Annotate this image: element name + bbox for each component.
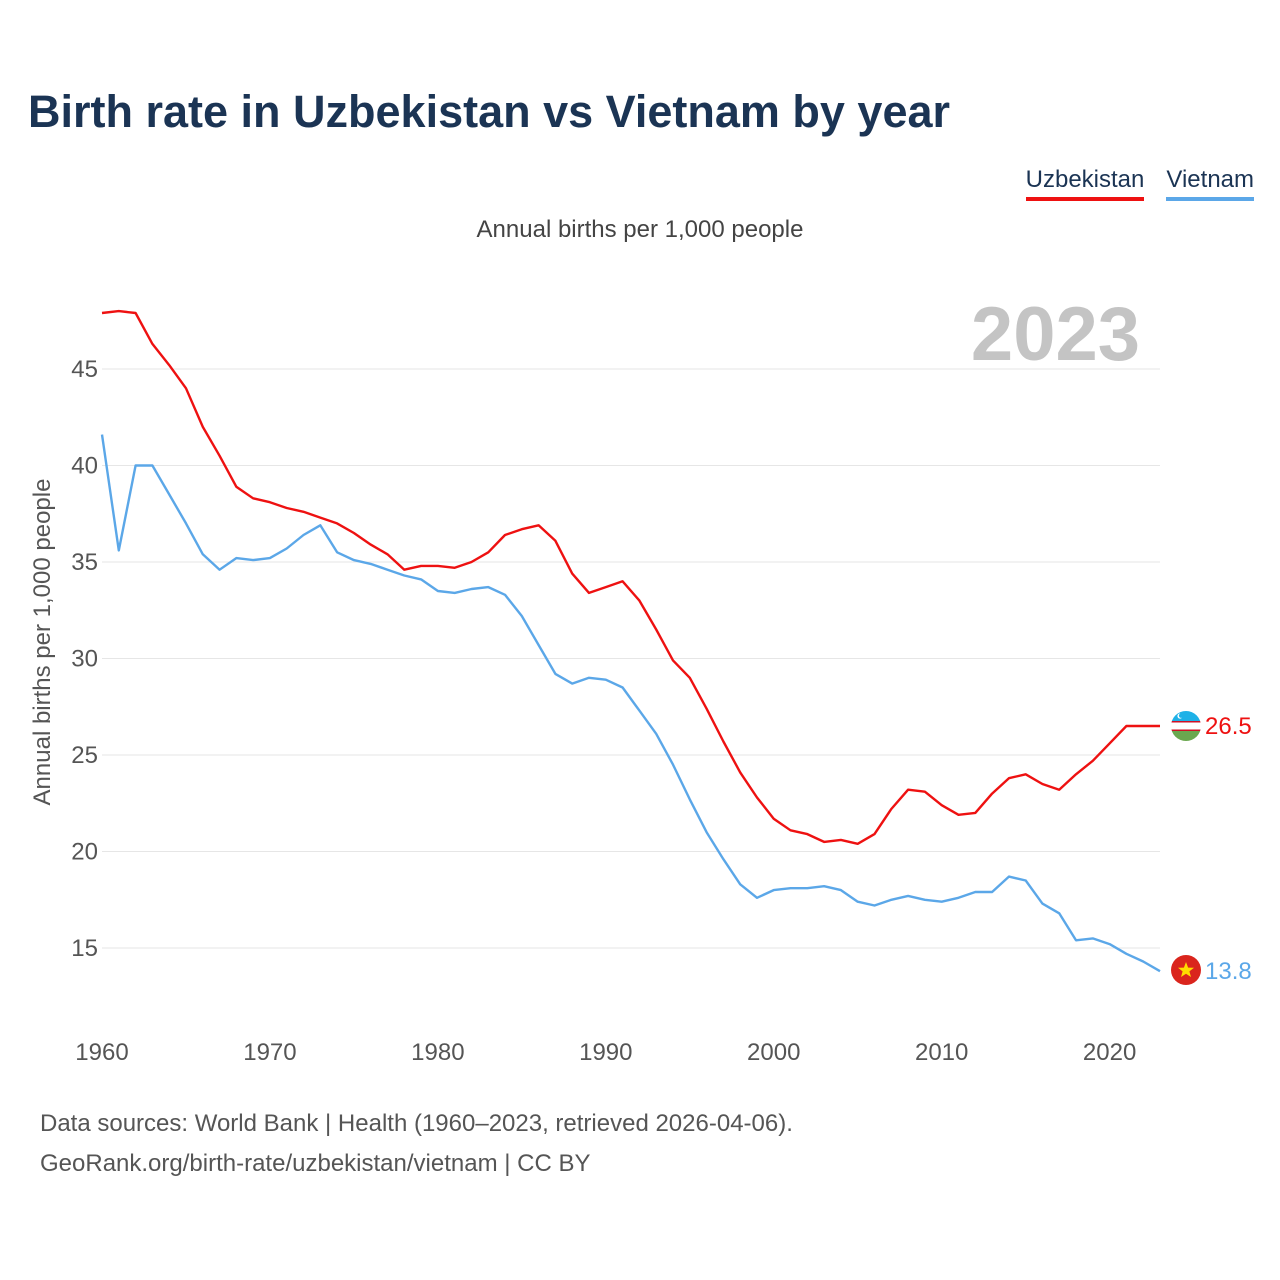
chart-subtitle: Annual births per 1,000 people bbox=[476, 216, 804, 243]
footer-link[interactable]: GeoRank.org/birth-rate/uzbekistan/vietna… bbox=[40, 1150, 591, 1177]
y-tick-label: 20 bbox=[71, 839, 98, 866]
x-tick-label: 1990 bbox=[579, 1039, 632, 1066]
year-watermark: 2023 bbox=[971, 292, 1140, 377]
end-value-label-uzbekistan: 26.5 bbox=[1205, 713, 1252, 740]
footer: Data sources: World Bank | Health (1960–… bbox=[40, 1104, 793, 1184]
end-value-label-vietnam: 13.8 bbox=[1205, 958, 1252, 985]
page-title: Birth rate in Uzbekistan vs Vietnam by y… bbox=[28, 86, 951, 137]
y-tick-label: 15 bbox=[71, 935, 98, 962]
legend-item-vietnam[interactable]: Vietnam bbox=[1166, 166, 1254, 201]
y-tick-label: 30 bbox=[71, 646, 98, 673]
x-tick-label: 1970 bbox=[243, 1039, 296, 1066]
y-tick-label: 25 bbox=[71, 742, 98, 769]
footer-sources: Data sources: World Bank | Health (1960–… bbox=[40, 1110, 793, 1137]
series-line-vietnam[interactable] bbox=[100, 434, 1161, 973]
x-tick-label: 1960 bbox=[75, 1039, 128, 1066]
x-tick-label: 2020 bbox=[1083, 1039, 1136, 1066]
vietnam-flag-icon bbox=[1171, 955, 1201, 985]
y-tick-label: 35 bbox=[71, 549, 98, 576]
legend-item-uzbekistan[interactable]: Uzbekistan bbox=[1025, 166, 1145, 201]
series-line-uzbekistan[interactable] bbox=[101, 309, 1160, 845]
x-tick-label: 2010 bbox=[915, 1039, 968, 1066]
legend: Uzbekistan Vietnam bbox=[1025, 166, 1254, 201]
uzbekistan-flag-icon bbox=[1171, 711, 1201, 741]
y-tick-label: 40 bbox=[71, 453, 98, 480]
x-tick-label: 1980 bbox=[411, 1039, 464, 1066]
x-tick-label: 2000 bbox=[747, 1039, 800, 1066]
y-axis-label: Annual births per 1,000 people bbox=[29, 479, 56, 806]
y-tick-label: 45 bbox=[71, 356, 98, 383]
